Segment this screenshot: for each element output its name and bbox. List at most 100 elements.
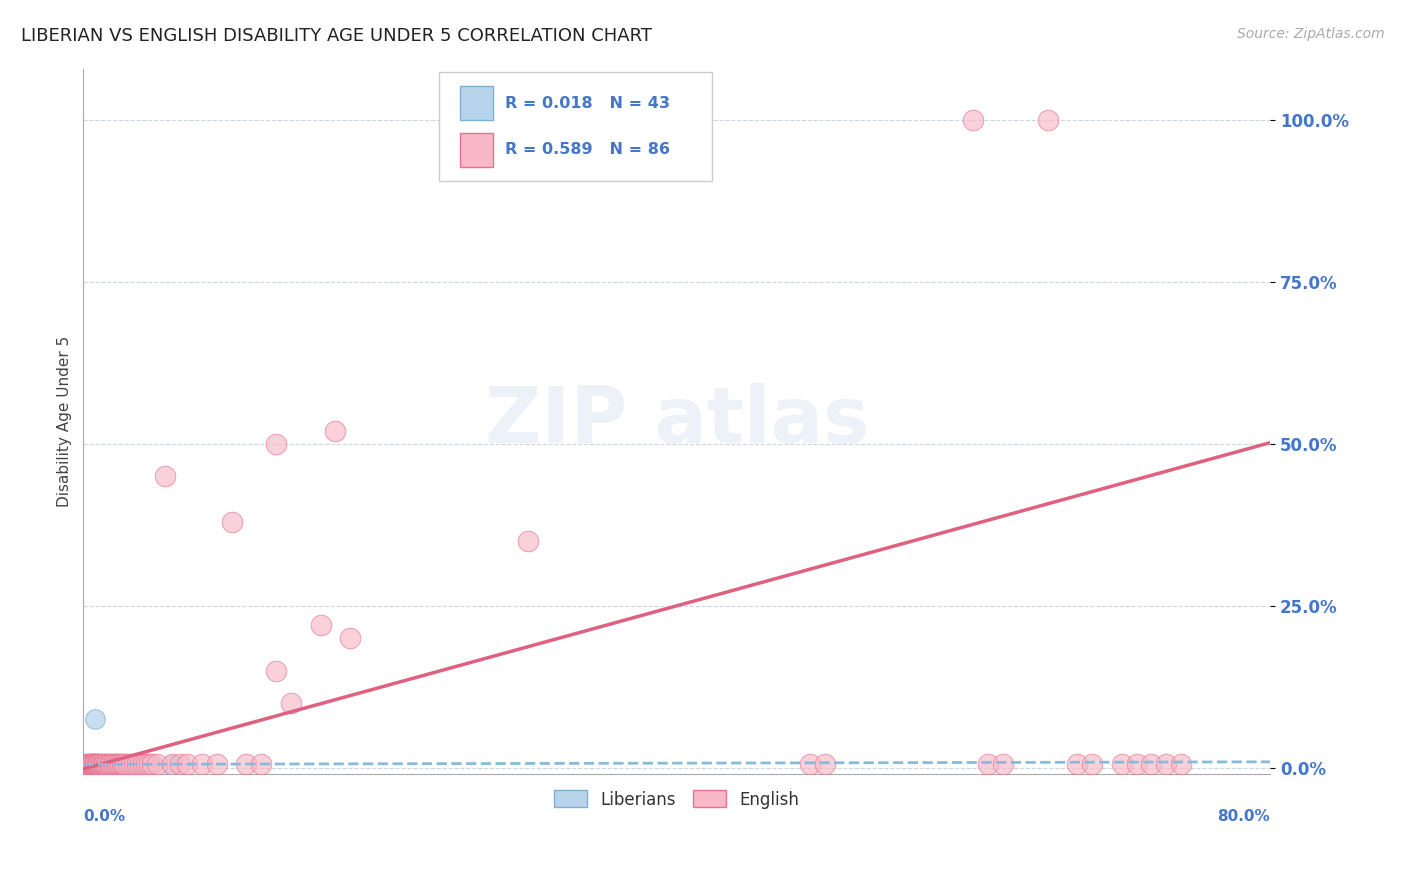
Point [221, 515, 243, 529]
Point [93, 758, 115, 772]
Point [280, 696, 302, 710]
Point [77, 758, 100, 772]
Point [80, 758, 103, 772]
Point [153, 469, 176, 483]
Point [87, 758, 110, 772]
Point [91, 756, 114, 771]
Point [131, 758, 153, 772]
Point [76, 757, 98, 772]
Point [111, 757, 134, 772]
Point [162, 758, 184, 772]
Point [83, 757, 105, 772]
Point [94, 757, 117, 772]
Point [97, 757, 120, 772]
Point [90, 758, 112, 772]
Point [96, 757, 118, 772]
Point [138, 757, 160, 772]
Point [90, 757, 112, 772]
Text: R = 0.589   N = 86: R = 0.589 N = 86 [505, 142, 669, 157]
Point [991, 757, 1014, 772]
Point [114, 756, 136, 771]
Point [76, 756, 98, 771]
Point [90, 757, 112, 772]
Point [93, 757, 115, 772]
Point [1170, 757, 1192, 772]
Y-axis label: Disability Age Under 5: Disability Age Under 5 [58, 335, 72, 507]
Point [87, 757, 110, 772]
Point [83, 758, 105, 772]
Point [117, 757, 139, 772]
Point [83, 756, 105, 771]
Point [1081, 757, 1104, 772]
Text: 80.0%: 80.0% [1218, 809, 1270, 824]
Point [799, 757, 821, 772]
Point [101, 757, 124, 772]
Point [309, 618, 332, 632]
Point [100, 757, 122, 772]
Point [73, 757, 96, 772]
Legend: Liberians, English: Liberians, English [547, 784, 806, 815]
Point [100, 756, 122, 771]
Point [86, 758, 108, 772]
Point [101, 758, 124, 772]
Point [108, 757, 131, 772]
Point [117, 758, 139, 772]
Point [339, 631, 361, 645]
Point [89, 756, 111, 771]
Point [814, 757, 837, 772]
Point [86, 758, 108, 772]
Point [86, 757, 108, 772]
Point [162, 757, 184, 772]
Point [125, 756, 148, 771]
Point [1140, 757, 1163, 772]
Point [1111, 757, 1133, 772]
Point [135, 757, 157, 772]
Point [141, 756, 163, 771]
Point [1154, 757, 1177, 772]
Point [191, 757, 214, 772]
Bar [460, 133, 492, 167]
Point [80, 757, 103, 772]
Point [325, 424, 347, 438]
Point [139, 757, 162, 772]
Point [82, 757, 104, 772]
Point [84, 757, 107, 772]
Text: LIBERIAN VS ENGLISH DISABILITY AGE UNDER 5 CORRELATION CHART: LIBERIAN VS ENGLISH DISABILITY AGE UNDER… [21, 27, 652, 45]
Point [1125, 757, 1147, 772]
Point [82, 758, 104, 772]
Point [84, 712, 107, 726]
Point [94, 756, 117, 771]
Point [205, 757, 228, 772]
Point [107, 756, 129, 771]
Text: ZIP atlas: ZIP atlas [485, 384, 869, 459]
Point [103, 757, 125, 772]
Text: 0.0%: 0.0% [83, 809, 125, 824]
Point [264, 664, 287, 678]
Point [108, 757, 131, 772]
Text: R = 0.018   N = 43: R = 0.018 N = 43 [505, 95, 669, 111]
Point [103, 756, 125, 771]
Point [76, 758, 98, 772]
Point [264, 437, 287, 451]
Point [104, 758, 127, 772]
Point [122, 757, 145, 772]
Point [104, 757, 127, 772]
Point [80, 756, 103, 771]
Point [82, 756, 104, 771]
Point [131, 756, 153, 771]
Point [80, 758, 103, 772]
Text: Source: ZipAtlas.com: Source: ZipAtlas.com [1237, 27, 1385, 41]
Point [235, 757, 257, 772]
Point [128, 757, 150, 772]
Point [977, 757, 1000, 772]
Point [517, 534, 540, 549]
Point [93, 758, 115, 772]
Point [87, 756, 110, 771]
Point [83, 756, 105, 771]
Point [120, 756, 142, 771]
Point [84, 756, 107, 771]
Point [110, 756, 132, 771]
Point [84, 758, 107, 772]
Point [82, 758, 104, 772]
Point [87, 758, 110, 772]
